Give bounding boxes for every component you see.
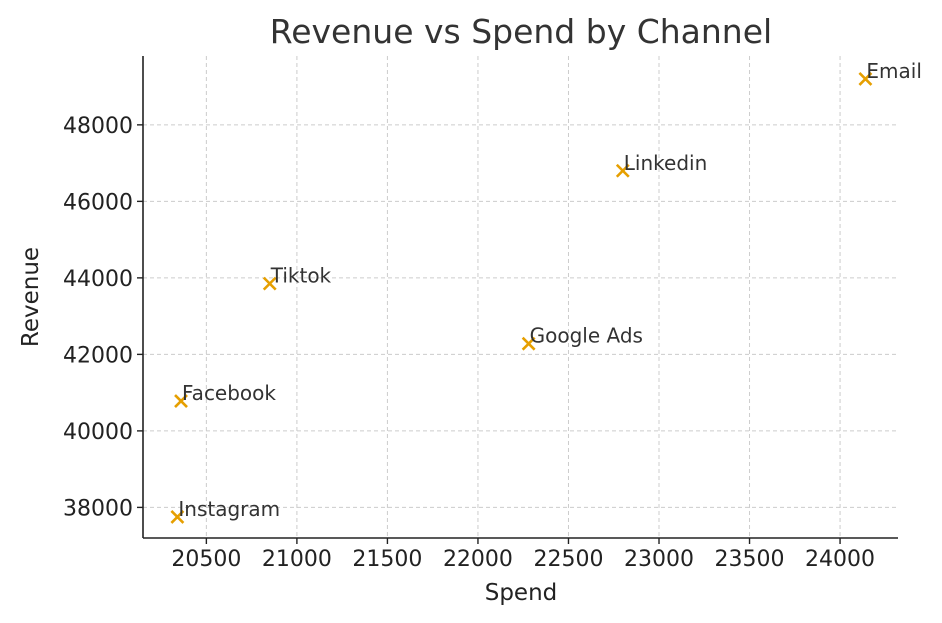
chart-title: Revenue vs Spend by Channel (270, 12, 772, 51)
x-axis-label: Spend (485, 580, 558, 606)
data-point (262, 276, 277, 291)
data-point (170, 510, 185, 524)
point-label: Linkedin (624, 151, 707, 175)
data-point (521, 336, 536, 351)
y-tick-label: 42000 (63, 343, 133, 368)
x-tick-label: 21000 (262, 547, 332, 572)
x-axis-ticks: 20500 21000 21500 22000 22500 23000 23500 24000 (171, 538, 875, 572)
point-label: Facebook (182, 381, 276, 405)
point-label: Instagram (178, 497, 280, 521)
y-tick-label: 38000 (63, 496, 133, 521)
x-tick-label: 21500 (352, 547, 422, 572)
x-tick-label: 22500 (533, 547, 603, 572)
x-tick-label: 20500 (171, 547, 241, 572)
x-tick-label: 23500 (715, 547, 785, 572)
point-label: Google Ads (530, 324, 643, 348)
x-tick-label: 23000 (624, 547, 694, 572)
y-axis-label: Revenue (18, 247, 44, 347)
data-point (174, 394, 188, 408)
y-tick-label: 48000 (63, 114, 133, 139)
x-tick-label: 24000 (805, 547, 875, 572)
y-tick-label: 46000 (63, 190, 133, 215)
y-tick-label: 40000 (63, 420, 133, 445)
point-label: Tiktok (270, 264, 332, 288)
point-label: Email (866, 59, 922, 83)
x-tick-label: 22000 (443, 547, 513, 572)
y-tick-label: 44000 (63, 267, 133, 292)
data-point (615, 163, 630, 178)
y-axis-ticks: 38000 40000 42000 44000 46000 48000 (63, 114, 143, 521)
data-point (858, 72, 873, 86)
grid (143, 56, 898, 538)
data-points: Email Linkedin Tiktok Google Ads Facebook Ins… (170, 59, 922, 524)
